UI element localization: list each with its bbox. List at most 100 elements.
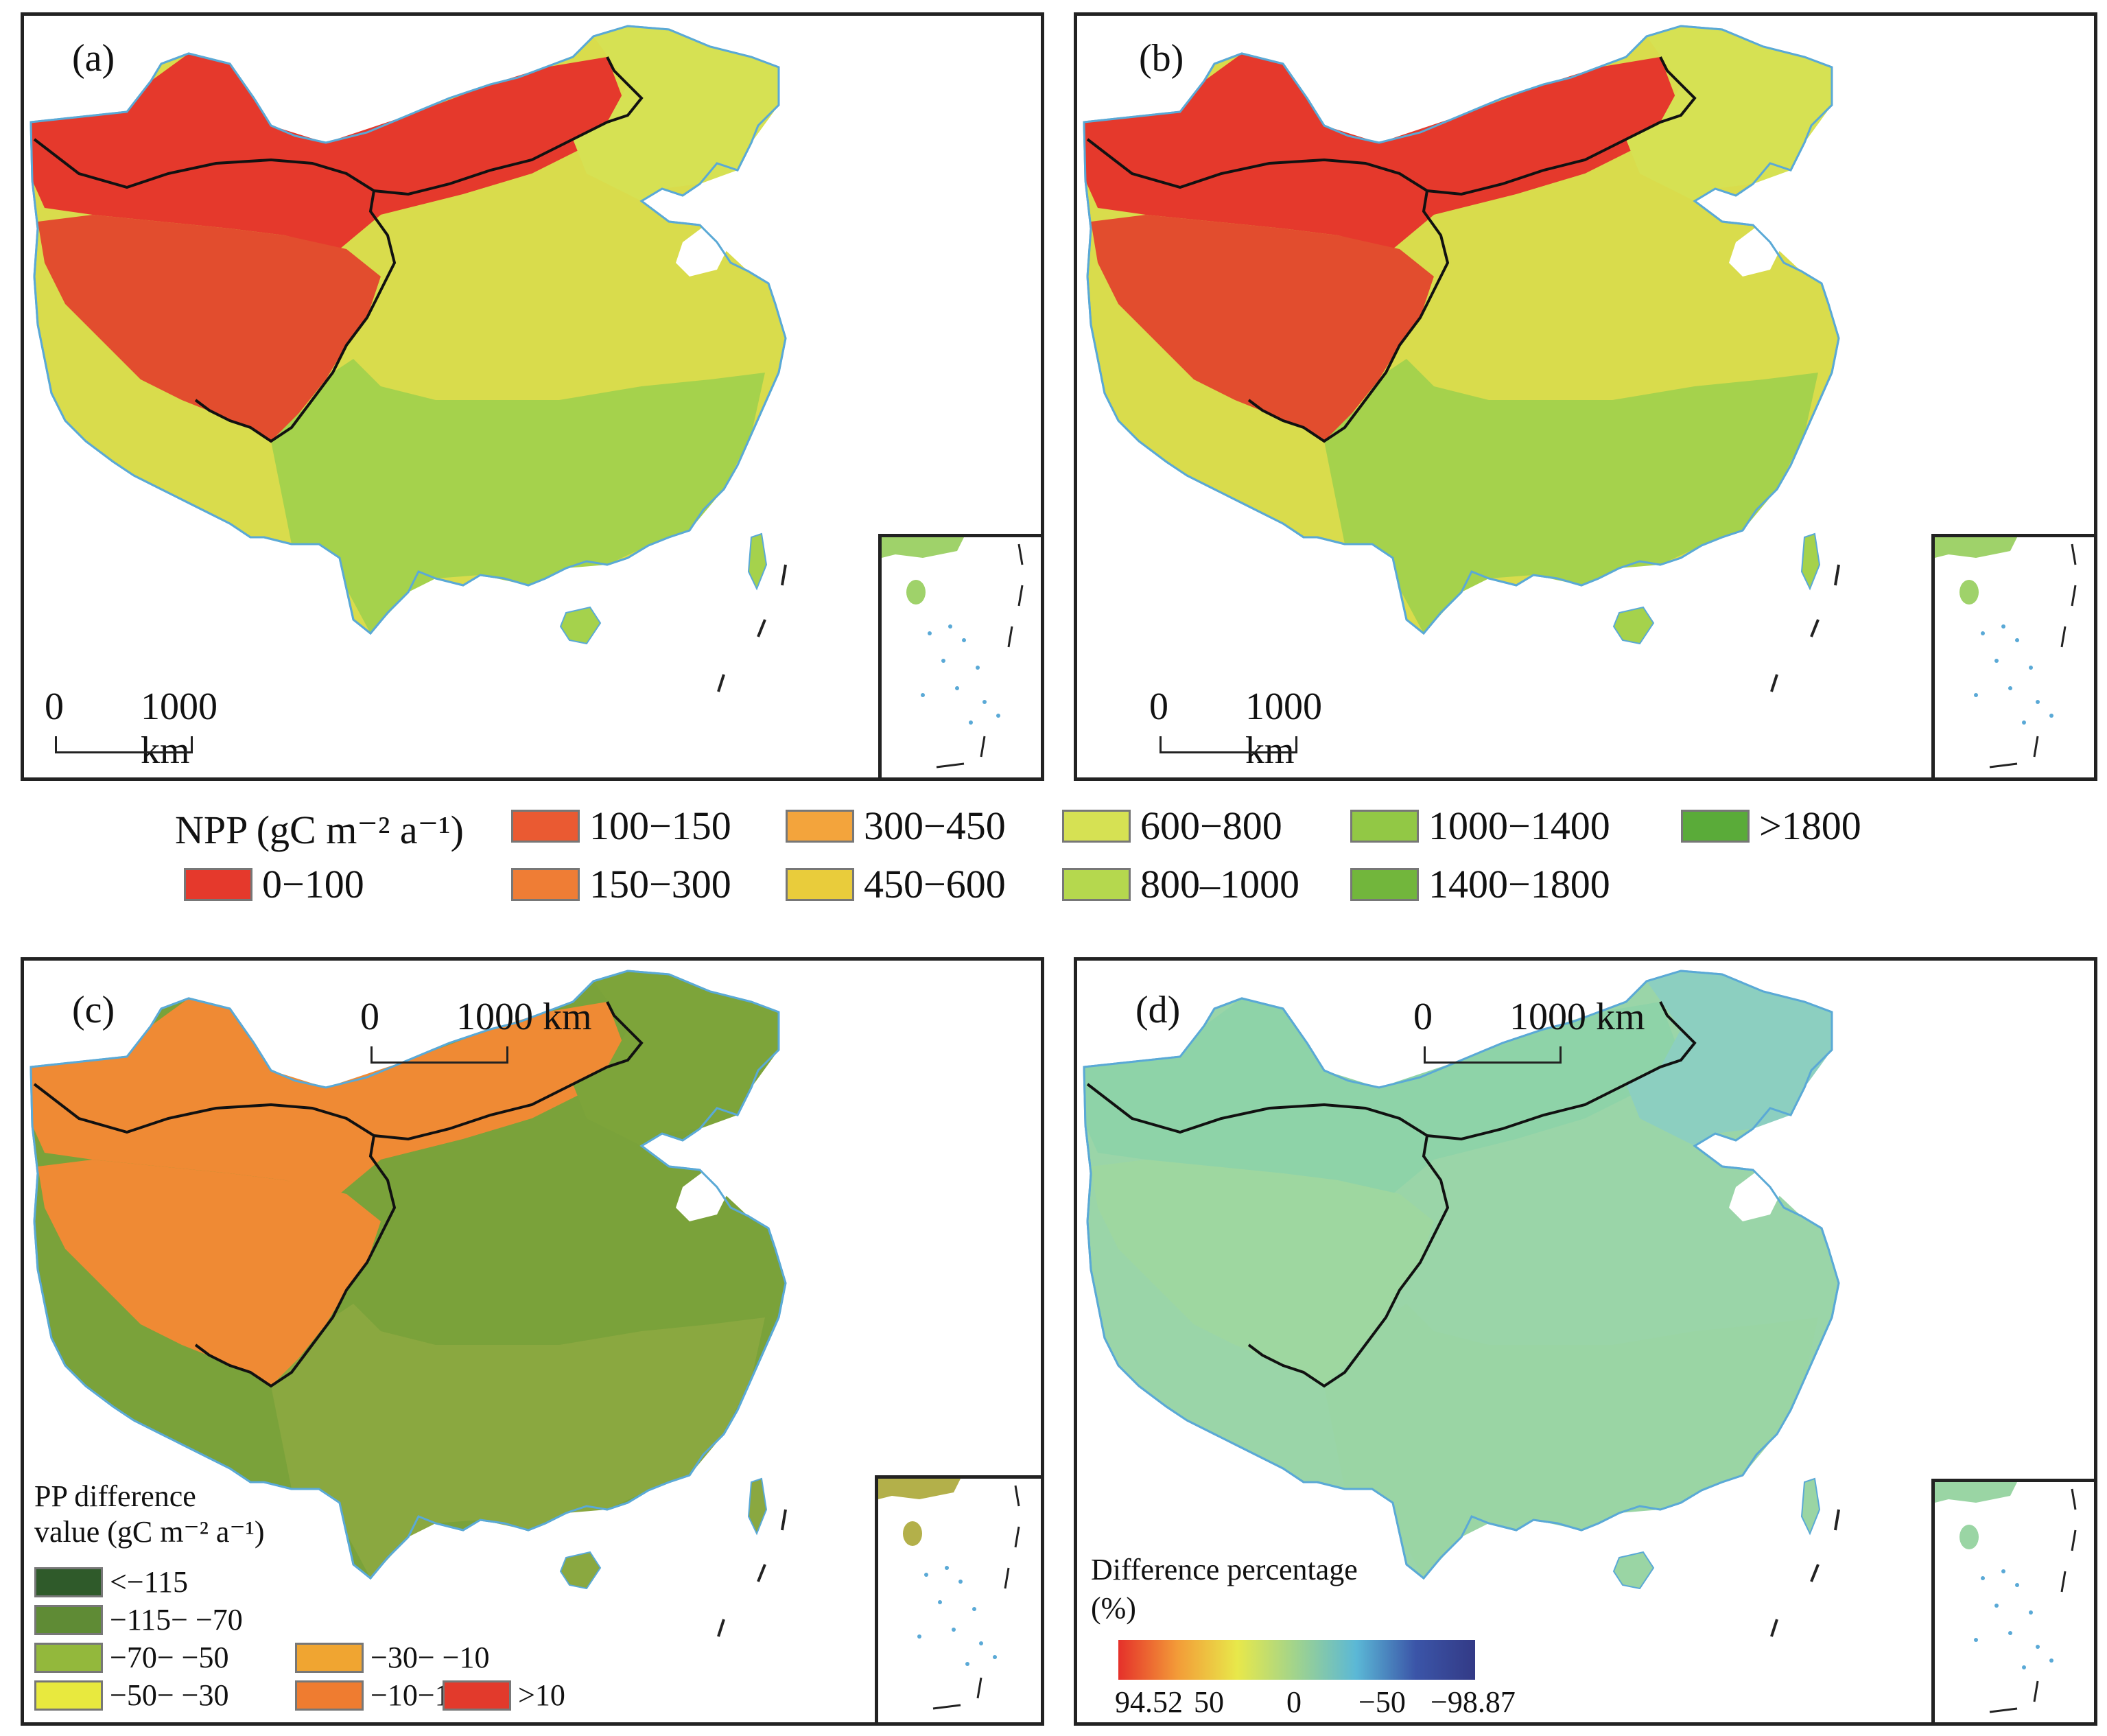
scale-zero-a: 0 bbox=[45, 685, 64, 728]
npp-legend-item: 1400−1800 bbox=[1350, 861, 1610, 907]
npp-legend-item: 1000−1400 bbox=[1350, 803, 1610, 849]
inset-dash-b-2 bbox=[2060, 626, 2067, 648]
hainan-island-a bbox=[559, 606, 602, 645]
pct-legend-title-line2: (%) bbox=[1091, 1591, 1136, 1625]
region-northwest-a bbox=[31, 54, 628, 249]
diff-legend-item: −30− −10 bbox=[295, 1640, 489, 1675]
inset-reef-c-6 bbox=[979, 1641, 983, 1645]
npp-legend-item: 800–1000 bbox=[1062, 861, 1299, 907]
pct-colorbar-tick-label: 50 bbox=[1194, 1685, 1224, 1719]
scale-text-b: 1000 km bbox=[1245, 685, 1322, 772]
diff-legend-item: −50− −30 bbox=[34, 1678, 228, 1713]
maritime-mark-b-0 bbox=[1834, 564, 1840, 586]
scale-bar-a: 0 1000 km bbox=[41, 685, 247, 772]
bohai-sea-c bbox=[676, 1166, 731, 1221]
npp-legend-label: >1800 bbox=[1759, 804, 1861, 848]
inset-reef-a-5 bbox=[955, 686, 959, 690]
inset-map-c bbox=[875, 1475, 1041, 1722]
inset-dash-a-4 bbox=[936, 762, 965, 769]
inset-reef-d-3 bbox=[1994, 1604, 1999, 1608]
inset-reef-c-7 bbox=[993, 1655, 997, 1659]
inset-reef-b-6 bbox=[2036, 700, 2040, 704]
diff-legend-label: −70− −50 bbox=[110, 1641, 229, 1674]
inset-land-a bbox=[882, 537, 964, 558]
npp-legend-swatch bbox=[511, 809, 580, 843]
npp-legend-item: >1800 bbox=[1681, 803, 1861, 849]
diff-legend-item: −115− −70 bbox=[34, 1602, 243, 1637]
region-boundary-line-b bbox=[1086, 56, 1697, 443]
china-map-c bbox=[30, 970, 787, 1637]
inset-reef-d-8 bbox=[2022, 1665, 2026, 1669]
inset-reef-a-1 bbox=[948, 624, 952, 629]
bohai-sea-d bbox=[1729, 1166, 1784, 1221]
region-east-d bbox=[1406, 1118, 1839, 1345]
npp-legend-item: 600−800 bbox=[1062, 803, 1282, 849]
map-panel-d: (d) 0 1000 km Difference percentage (%) … bbox=[1074, 957, 2097, 1726]
taiwan-island-a bbox=[747, 532, 768, 591]
npp-legend-item: 100−150 bbox=[511, 803, 731, 849]
china-map-a bbox=[30, 25, 787, 692]
inset-reef-a-3 bbox=[941, 659, 945, 663]
coastline-a bbox=[30, 25, 787, 635]
diff-legend-item: <−115 bbox=[34, 1564, 188, 1599]
inset-reef-c-0 bbox=[924, 1573, 928, 1577]
maritime-mark-d-2 bbox=[1770, 1619, 1778, 1637]
inset-map-d bbox=[1931, 1479, 2094, 1722]
inset-dash-b-0 bbox=[2071, 543, 2077, 565]
inset-dash-c-0 bbox=[1014, 1485, 1020, 1507]
taiwan-island-c bbox=[747, 1477, 768, 1536]
inset-reef-a-9 bbox=[921, 693, 925, 697]
diff-legend-label: −30− −10 bbox=[370, 1641, 490, 1674]
inset-island-b bbox=[1959, 580, 1979, 605]
diff-legend-title: PP difference value (gC m⁻² a⁻¹) bbox=[34, 1479, 265, 1550]
scale-bar-b: 0 1000 km bbox=[1146, 685, 1365, 772]
inset-reef-c-8 bbox=[965, 1662, 969, 1666]
inset-land-c bbox=[878, 1479, 961, 1499]
region-south-c bbox=[271, 1304, 765, 1578]
npp-legend-label: 300−450 bbox=[864, 804, 1006, 848]
bohai-sea-a bbox=[676, 222, 731, 277]
npp-legend-title: NPP (gC m⁻² a⁻¹) bbox=[175, 808, 464, 852]
inset-dash-c-3 bbox=[976, 1677, 982, 1699]
scale-line-b bbox=[1160, 736, 1297, 753]
inset-reef-b-2 bbox=[2015, 638, 2019, 642]
south-china-sea-inset-a bbox=[882, 537, 1024, 769]
region-boundary-line-c bbox=[33, 1001, 644, 1388]
inset-reef-d-0 bbox=[1981, 1576, 1985, 1580]
diff-legend-label: >10 bbox=[518, 1678, 565, 1712]
inset-map-a bbox=[878, 534, 1041, 777]
inset-reef-d-7 bbox=[2049, 1658, 2053, 1663]
scale-text-c: 1000 km bbox=[456, 996, 592, 1038]
inset-dash-d-3 bbox=[2033, 1680, 2039, 1702]
region-northeast-b bbox=[1626, 26, 1832, 201]
pct-colorbar-rect bbox=[1118, 1640, 1475, 1680]
pct-colorbar-tick-label: −50 bbox=[1358, 1685, 1406, 1719]
maritime-mark-d-0 bbox=[1834, 1509, 1840, 1531]
scale-line-d bbox=[1424, 1046, 1562, 1064]
inset-reef-a-0 bbox=[928, 631, 932, 635]
bohai-sea-b bbox=[1729, 222, 1784, 277]
panel-label-a: (a) bbox=[72, 37, 115, 80]
region-tibet-d bbox=[1091, 1160, 1434, 1386]
inset-reef-c-3 bbox=[938, 1600, 942, 1604]
npp-legend-label: 1000−1400 bbox=[1428, 804, 1610, 848]
npp-legend-label: 600−800 bbox=[1140, 804, 1282, 848]
panel-label-d: (d) bbox=[1135, 989, 1181, 1031]
region-northeast-a bbox=[573, 26, 779, 201]
scale-zero-b: 0 bbox=[1149, 685, 1168, 728]
hainan-island-c bbox=[559, 1551, 602, 1590]
region-south-a bbox=[271, 359, 765, 633]
diff-legend-label: −50− −30 bbox=[110, 1678, 229, 1712]
inset-reef-d-1 bbox=[2001, 1569, 2005, 1573]
region-south-d bbox=[1324, 1304, 1818, 1578]
npp-legend-item: 150−300 bbox=[511, 861, 731, 907]
maritime-mark-c-1 bbox=[757, 1564, 766, 1582]
south-china-sea-inset-d bbox=[1935, 1482, 2077, 1713]
map-panel-a: (a) 0 1000 km bbox=[21, 12, 1044, 781]
diff-legend-label: <−115 bbox=[110, 1565, 188, 1599]
inset-island-d bbox=[1959, 1525, 1979, 1549]
south-china-sea-inset-c bbox=[878, 1479, 1020, 1710]
maritime-mark-b-1 bbox=[1810, 619, 1820, 637]
region-boundary-line-d bbox=[1086, 1001, 1697, 1388]
maritime-mark-a-0 bbox=[781, 564, 787, 586]
